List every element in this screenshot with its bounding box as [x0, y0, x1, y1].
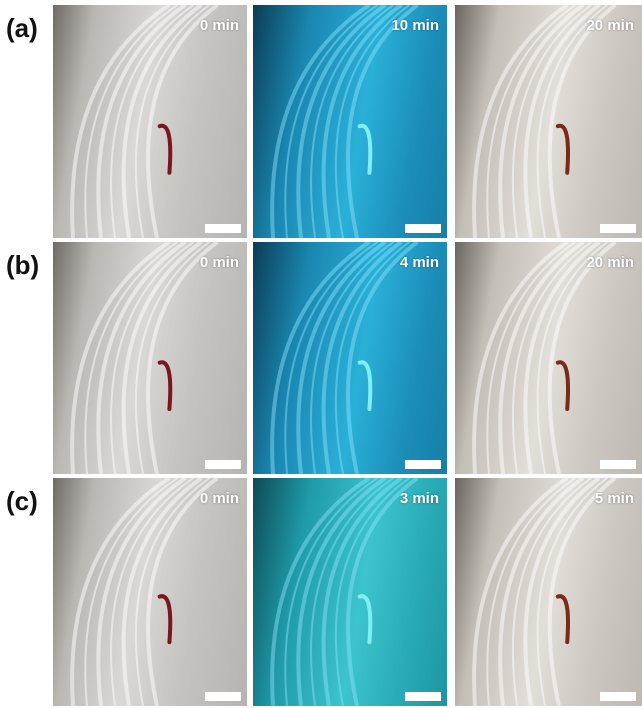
scale-bar — [600, 692, 636, 701]
panel-label: (c) — [6, 486, 38, 517]
photo: 0 min — [53, 478, 247, 706]
scale-bar — [600, 224, 636, 233]
photo-detail — [253, 478, 447, 706]
scale-bar — [600, 460, 636, 469]
photo-detail — [253, 242, 447, 474]
time-label: 20 min — [586, 17, 634, 34]
photo-detail — [53, 478, 247, 706]
photo: 4 min — [253, 242, 447, 474]
figure: (a) 0 min 10 min 20 min (b) 0 min 4 min 20 min (… — [0, 0, 642, 708]
scale-bar — [405, 460, 441, 469]
photo: 0 min — [53, 5, 247, 238]
time-label: 0 min — [200, 17, 239, 34]
panel-label: (a) — [6, 13, 38, 44]
scale-bar — [405, 224, 441, 233]
scale-bar — [205, 692, 241, 701]
photo: 3 min — [253, 478, 447, 706]
photo: 10 min — [253, 5, 447, 238]
photo-detail — [455, 478, 642, 706]
photo-detail — [455, 242, 642, 474]
scale-bar — [205, 460, 241, 469]
photo-detail — [53, 242, 247, 474]
time-label: 5 min — [595, 490, 634, 507]
panel-label: (b) — [6, 250, 39, 281]
photo-detail — [53, 5, 247, 238]
time-label: 3 min — [400, 490, 439, 507]
photo-detail — [455, 5, 642, 238]
time-label: 20 min — [586, 254, 634, 271]
time-label: 10 min — [391, 17, 439, 34]
time-label: 4 min — [400, 254, 439, 271]
photo: 5 min — [455, 478, 642, 706]
photo: 0 min — [53, 242, 247, 474]
scale-bar — [405, 692, 441, 701]
photo: 20 min — [455, 5, 642, 238]
scale-bar — [205, 224, 241, 233]
photo: 20 min — [455, 242, 642, 474]
time-label: 0 min — [200, 490, 239, 507]
photo-detail — [253, 5, 447, 238]
time-label: 0 min — [200, 254, 239, 271]
